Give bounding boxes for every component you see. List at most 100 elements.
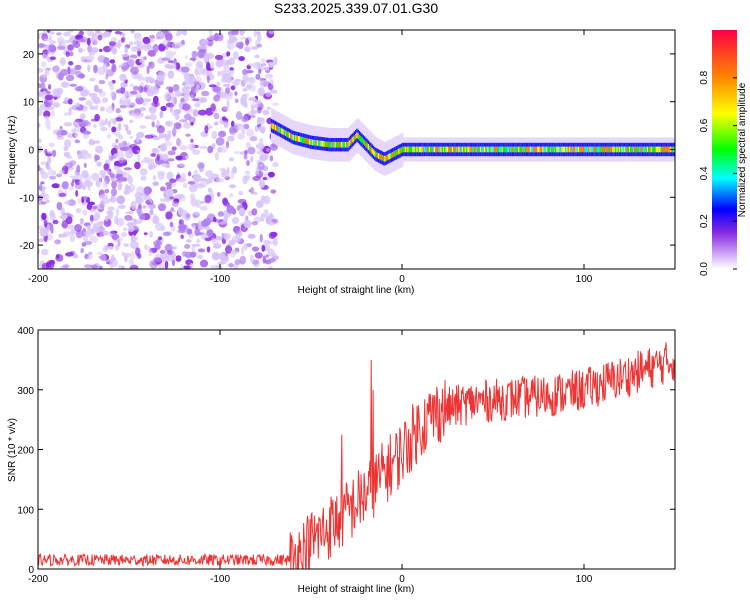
noise-point	[157, 172, 165, 181]
noise-point	[88, 104, 95, 110]
noise-point	[83, 196, 88, 201]
noise-point	[52, 102, 61, 108]
noise-point	[221, 116, 227, 121]
noise-point	[177, 207, 184, 216]
noise-point	[264, 73, 274, 79]
noise-point	[126, 58, 135, 68]
noise-point	[43, 193, 49, 201]
x-tick-label: 100	[576, 574, 593, 585]
noise-point	[81, 170, 89, 179]
ridge-core	[546, 146, 549, 153]
noise-point	[105, 105, 115, 114]
ridge-core	[500, 146, 503, 153]
y-tick-label: 400	[17, 326, 34, 337]
noise-point	[123, 92, 129, 97]
noise-point	[267, 258, 276, 263]
noise-point	[158, 263, 165, 269]
ridge-core	[529, 146, 533, 153]
noise-point	[91, 47, 99, 54]
noise-point	[63, 112, 71, 116]
noise-point	[38, 165, 41, 172]
noise-point	[99, 253, 107, 262]
noise-point	[61, 60, 66, 64]
noise-point	[272, 161, 279, 168]
noise-point	[220, 78, 227, 84]
noise-point	[123, 167, 132, 171]
noise-point	[117, 182, 123, 191]
noise-point	[72, 39, 77, 48]
noise-point	[152, 175, 156, 181]
noise-point	[238, 207, 246, 217]
noise-point	[115, 107, 121, 114]
noise-point	[115, 138, 119, 144]
noise-point	[82, 209, 88, 216]
noise-point	[56, 201, 63, 211]
noise-point	[247, 233, 256, 239]
noise-point	[86, 225, 91, 231]
noise-point	[270, 89, 278, 94]
noise-point	[63, 99, 69, 104]
ridge-core	[636, 146, 640, 153]
noise-point	[84, 230, 92, 234]
noise-point	[250, 156, 254, 163]
ridge-core	[302, 137, 306, 143]
noise-point	[44, 69, 50, 76]
noise-point	[132, 107, 140, 116]
ridge-core	[407, 146, 410, 153]
noise-point	[205, 52, 215, 60]
noise-point	[124, 47, 128, 54]
noise-point	[245, 38, 250, 46]
ridge-core	[367, 144, 371, 150]
noise-point	[230, 249, 239, 254]
noise-point	[113, 165, 120, 170]
noise-point	[48, 84, 52, 90]
noise-point	[184, 55, 188, 60]
noise-point	[165, 188, 174, 197]
noise-point	[92, 205, 98, 210]
noise-point	[174, 89, 182, 98]
noise-point	[86, 203, 93, 210]
noise-point	[121, 32, 126, 37]
noise-point	[238, 56, 245, 62]
noise-point	[209, 125, 213, 129]
noise-point	[54, 239, 62, 245]
noise-point	[169, 221, 174, 228]
noise-point	[120, 265, 125, 269]
noise-point	[74, 224, 82, 232]
noise-point	[182, 103, 191, 111]
noise-point	[75, 208, 82, 214]
noise-point	[93, 64, 98, 74]
noise-point	[245, 128, 255, 137]
y-tick-label: 0	[28, 565, 34, 576]
noise-point	[157, 71, 166, 79]
noise-point	[74, 139, 81, 144]
noise-point	[87, 44, 92, 53]
noise-point	[38, 138, 42, 144]
noise-point	[60, 207, 65, 216]
noise-point	[222, 83, 231, 87]
noise-point	[226, 42, 235, 51]
noise-point	[132, 236, 139, 241]
noise-point	[115, 207, 120, 217]
noise-point	[70, 228, 76, 235]
noise-point	[171, 201, 179, 207]
noise-point	[119, 73, 127, 82]
noise-point	[151, 121, 155, 128]
noise-point	[259, 233, 263, 243]
noise-point	[192, 224, 197, 230]
noise-point	[52, 88, 60, 97]
noise-point	[180, 263, 184, 269]
noise-point	[67, 44, 74, 51]
noise-point	[245, 215, 249, 222]
ridge-core	[277, 126, 280, 132]
noise-point	[244, 149, 248, 155]
noise-point	[104, 245, 109, 250]
noise-point	[171, 127, 177, 137]
ridge-core	[274, 124, 278, 131]
noise-point	[99, 106, 105, 112]
noise-point	[197, 248, 206, 253]
noise-point	[77, 198, 82, 204]
noise-point	[250, 187, 255, 195]
ridge-core	[650, 146, 654, 153]
noise-point	[256, 102, 264, 111]
